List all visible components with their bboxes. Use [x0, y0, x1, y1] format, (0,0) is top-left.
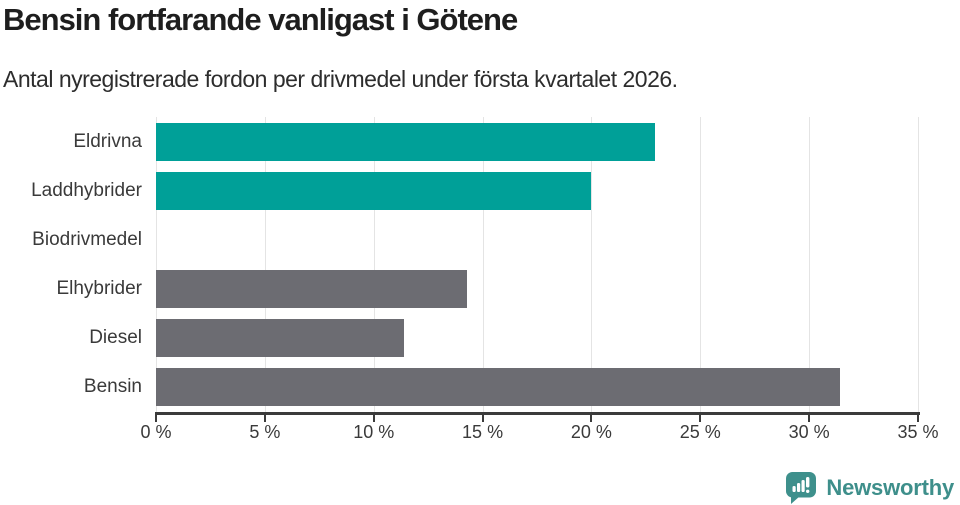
x-tick-label: 15 % — [462, 422, 504, 442]
bar-diesel — [156, 319, 405, 358]
bar-row-bensin: Bensin — [0, 363, 918, 412]
x-tick-mark-10 — [372, 415, 375, 422]
category-label-bensin: Bensin — [83, 376, 142, 398]
bar-elhybrider — [156, 270, 468, 309]
newsworthy-logo-icon — [786, 472, 817, 504]
bar-row-diesel: Diesel — [0, 314, 918, 363]
bar-row-elhybrider: Elhybrider — [0, 264, 918, 313]
bar-row-biodrivmedel: Biodrivmedel — [0, 215, 918, 264]
bar-row-eldrivna: Eldrivna — [0, 117, 918, 166]
bar-bensin — [156, 368, 840, 407]
x-tick-mark-20 — [590, 415, 593, 422]
x-tick-label: 0 % — [140, 422, 172, 442]
gridline-25 — [700, 117, 702, 412]
x-tick-label: 10 % — [353, 422, 395, 442]
x-tick-mark-0 — [155, 415, 157, 422]
bar-eldrivna — [156, 122, 655, 161]
x-tick-mark-25 — [699, 415, 702, 422]
newsworthy-logo: Newsworthy — [785, 471, 954, 504]
plot-area: 0 % 5 % 10 % 15 % 20 % 25 % 30 % 35 % — [140, 117, 939, 442]
x-axis-line — [155, 412, 920, 415]
x-tick-label: 35 % — [897, 422, 939, 442]
bar-area-diesel — [156, 319, 918, 358]
gridline-5 — [264, 117, 266, 412]
x-tick-label: 30 % — [788, 422, 830, 442]
chart-title: Bensin fortfarande vanligast i Götene — [3, 2, 518, 37]
category-label-biodrivmedel: Biodrivmedel — [32, 228, 142, 250]
category-label-laddhybrider: Laddhybrider — [31, 179, 142, 201]
bar-area-elhybrider — [156, 270, 918, 309]
x-tick-label: 20 % — [570, 422, 612, 442]
x-tick-mark-15 — [481, 415, 484, 422]
gridline-30 — [809, 117, 811, 412]
bar-row-laddhybrider: Laddhybrider — [0, 166, 918, 215]
x-tick-label: 25 % — [679, 422, 721, 442]
gridline-35 — [918, 117, 919, 412]
x-tick-label: 5 % — [249, 422, 281, 442]
bar-rows: Eldrivna Laddhybrider Biodrivmedel Elhybrid… — [0, 117, 918, 412]
x-tick-mark-5 — [263, 415, 266, 422]
category-label-elhybrider: Elhybrider — [56, 278, 142, 300]
gridline-0 — [156, 117, 157, 412]
bar-area-eldrivna — [156, 122, 918, 161]
category-label-diesel: Diesel — [89, 327, 142, 349]
gridline-10 — [373, 117, 375, 412]
bar-laddhybrider — [156, 171, 592, 210]
x-tick-mark-35 — [917, 415, 919, 422]
gridline-20 — [591, 117, 593, 412]
category-label-eldrivna: Eldrivna — [73, 130, 142, 152]
bar-area-bensin — [156, 368, 918, 407]
bar-area-laddhybrider — [156, 171, 918, 210]
x-tick-mark-30 — [808, 415, 811, 422]
newsworthy-logo-text: Newsworthy — [826, 474, 954, 500]
bar-area-biodrivmedel — [156, 221, 918, 259]
chart-subtitle: Antal nyregistrerade fordon per drivmede… — [3, 66, 678, 92]
gridline-15 — [482, 117, 484, 412]
